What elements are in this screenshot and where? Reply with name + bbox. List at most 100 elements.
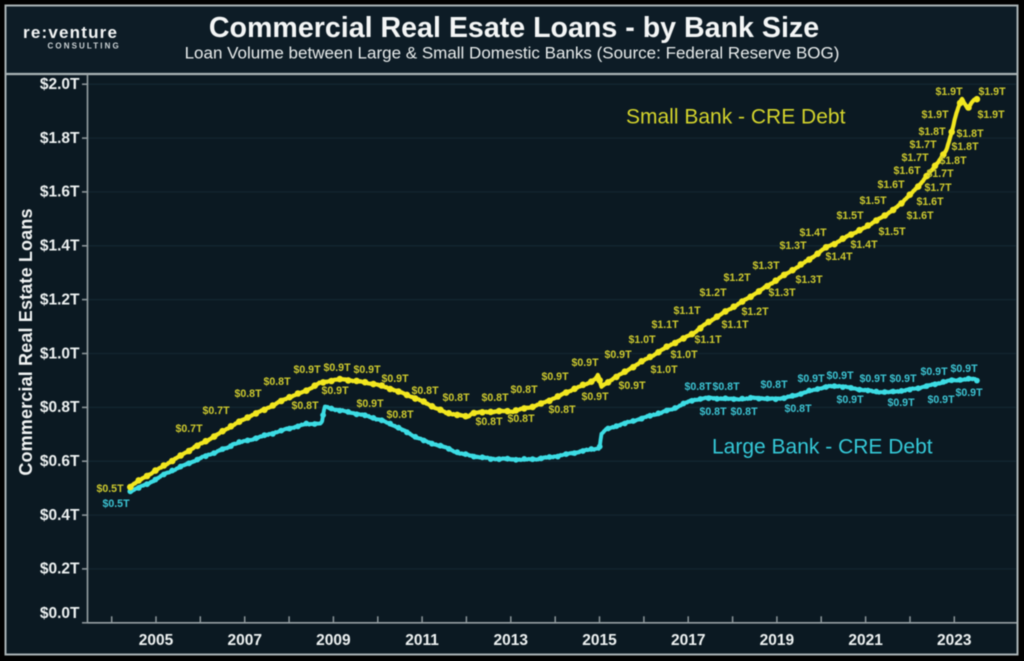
svg-text:$1.6T: $1.6T: [40, 184, 80, 201]
svg-text:2007: 2007: [227, 632, 261, 649]
svg-text:$0.8T: $0.8T: [784, 403, 812, 415]
svg-text:$1.2T: $1.2T: [723, 272, 751, 284]
svg-text:Commercial Real Esate Loans -: Commercial Real Esate Loans - by Bank Si…: [209, 12, 819, 44]
svg-text:$1.7T: $1.7T: [926, 168, 954, 180]
svg-text:$0.9T: $0.9T: [887, 397, 915, 409]
svg-text:$0.9T: $0.9T: [321, 385, 349, 397]
svg-text:$0.5T: $0.5T: [96, 483, 124, 495]
svg-text:Loan Volume between Large & Sm: Loan Volume between Large & Small Domest…: [185, 44, 840, 63]
svg-text:Commercial Real Estate Loans: Commercial Real Estate Loans: [16, 208, 36, 475]
svg-text:$0.9T: $0.9T: [356, 398, 384, 410]
svg-text:$1.4T: $1.4T: [40, 238, 80, 255]
svg-text:$1.7T: $1.7T: [901, 152, 929, 164]
svg-text:$0.8T: $0.8T: [510, 384, 538, 396]
svg-text:$1.6T: $1.6T: [893, 165, 921, 177]
svg-text:$0.9T: $0.9T: [950, 363, 978, 375]
svg-text:$0.9T: $0.9T: [323, 362, 351, 374]
svg-text:$0.8T: $0.8T: [263, 376, 291, 388]
svg-text:$1.8T: $1.8T: [918, 126, 946, 138]
svg-text:$0.8T: $0.8T: [684, 381, 712, 393]
svg-text:$1.4T: $1.4T: [850, 239, 878, 251]
svg-text:$1.9T: $1.9T: [921, 109, 949, 121]
svg-text:$1.2T: $1.2T: [741, 306, 769, 318]
svg-text:$0.6T: $0.6T: [40, 453, 80, 470]
svg-text:Large Bank - CRE Debt: Large Bank - CRE Debt: [712, 435, 933, 458]
svg-text:2019: 2019: [760, 632, 795, 649]
svg-text:$0.8T: $0.8T: [712, 381, 740, 393]
svg-text:$0.9T: $0.9T: [618, 380, 646, 392]
svg-text:$0.9T: $0.9T: [797, 373, 825, 385]
svg-text:$0.8T: $0.8T: [699, 406, 727, 418]
svg-text:2013: 2013: [494, 632, 529, 649]
svg-text:re:venture: re:venture: [23, 23, 118, 42]
svg-text:$0.8T: $0.8T: [442, 392, 470, 404]
svg-text:$1.6T: $1.6T: [877, 179, 905, 191]
svg-text:$0.7T: $0.7T: [202, 405, 230, 417]
svg-text:$1.3T: $1.3T: [752, 260, 780, 272]
svg-text:$0.9T: $0.9T: [293, 364, 321, 376]
svg-text:$0.8T: $0.8T: [481, 392, 509, 404]
svg-text:$1.0T: $1.0T: [650, 364, 678, 376]
svg-text:$0.2T: $0.2T: [40, 561, 80, 578]
svg-text:$0.9T: $0.9T: [920, 366, 948, 378]
svg-text:$0.9T: $0.9T: [571, 357, 599, 369]
svg-text:$1.4T: $1.4T: [825, 251, 853, 263]
svg-text:$0.8T: $0.8T: [234, 388, 262, 400]
svg-text:$0.9T: $0.9T: [955, 387, 983, 399]
svg-text:$0.4T: $0.4T: [40, 507, 80, 524]
svg-text:$0.7T: $0.7T: [175, 423, 203, 435]
svg-text:$1.0T: $1.0T: [670, 349, 698, 361]
svg-text:$0.9T: $0.9T: [541, 371, 569, 383]
svg-text:$1.0T: $1.0T: [40, 345, 80, 362]
svg-text:$1.9T: $1.9T: [935, 86, 963, 98]
svg-text:$0.8T: $0.8T: [411, 385, 439, 397]
svg-text:$0.5T: $0.5T: [102, 498, 130, 510]
svg-text:$0.9T: $0.9T: [859, 373, 887, 385]
svg-text:$1.7T: $1.7T: [909, 139, 937, 151]
svg-text:$0.9T: $0.9T: [353, 364, 381, 376]
svg-text:$1.9T: $1.9T: [977, 109, 1005, 121]
svg-text:$1.6T: $1.6T: [916, 196, 944, 208]
svg-text:$1.5T: $1.5T: [836, 210, 864, 222]
svg-text:$1.0T: $1.0T: [628, 334, 656, 346]
svg-text:$1.9T: $1.9T: [978, 86, 1006, 98]
svg-text:$1.8T: $1.8T: [951, 141, 979, 153]
svg-text:$0.9T: $0.9T: [604, 349, 632, 361]
svg-text:$0.9T: $0.9T: [836, 394, 864, 406]
svg-text:2005: 2005: [139, 632, 174, 649]
svg-text:2009: 2009: [316, 632, 351, 649]
svg-text:$1.3T: $1.3T: [768, 287, 796, 299]
svg-text:$1.1T: $1.1T: [694, 334, 722, 346]
svg-text:$0.8T: $0.8T: [760, 379, 788, 391]
svg-text:$0.9T: $0.9T: [889, 373, 917, 385]
svg-text:CONSULTING: CONSULTING: [48, 42, 121, 51]
svg-text:$1.4T: $1.4T: [799, 227, 827, 239]
svg-text:$0.8T: $0.8T: [291, 400, 319, 412]
svg-text:$0.8T: $0.8T: [40, 399, 80, 416]
svg-text:$1.3T: $1.3T: [795, 274, 823, 286]
svg-text:$0.8T: $0.8T: [507, 413, 535, 425]
svg-text:2021: 2021: [848, 632, 883, 649]
svg-text:$1.8T: $1.8T: [40, 130, 80, 147]
svg-text:$1.1T: $1.1T: [673, 305, 701, 317]
svg-text:$0.9T: $0.9T: [826, 370, 854, 382]
svg-text:$0.8T: $0.8T: [475, 416, 503, 428]
svg-text:$0.0T: $0.0T: [40, 605, 80, 622]
svg-text:$1.7T: $1.7T: [924, 182, 952, 194]
svg-text:2023: 2023: [937, 632, 972, 649]
svg-text:$1.3T: $1.3T: [779, 240, 807, 252]
svg-text:$1.2T: $1.2T: [699, 287, 727, 299]
svg-text:$0.8T: $0.8T: [386, 409, 414, 421]
svg-text:2017: 2017: [671, 632, 705, 649]
svg-text:2011: 2011: [405, 632, 439, 649]
svg-text:$0.9T: $0.9T: [581, 391, 609, 403]
svg-text:$1.1T: $1.1T: [651, 319, 679, 331]
svg-text:$1.5T: $1.5T: [859, 195, 887, 207]
svg-text:$1.1T: $1.1T: [721, 319, 749, 331]
svg-text:$0.9T: $0.9T: [381, 373, 409, 385]
svg-text:$0.9T: $0.9T: [927, 394, 955, 406]
svg-text:$1.6T: $1.6T: [906, 210, 934, 222]
svg-text:$0.8T: $0.8T: [730, 406, 758, 418]
svg-text:$1.8T: $1.8T: [956, 128, 984, 140]
svg-text:2015: 2015: [582, 632, 617, 649]
